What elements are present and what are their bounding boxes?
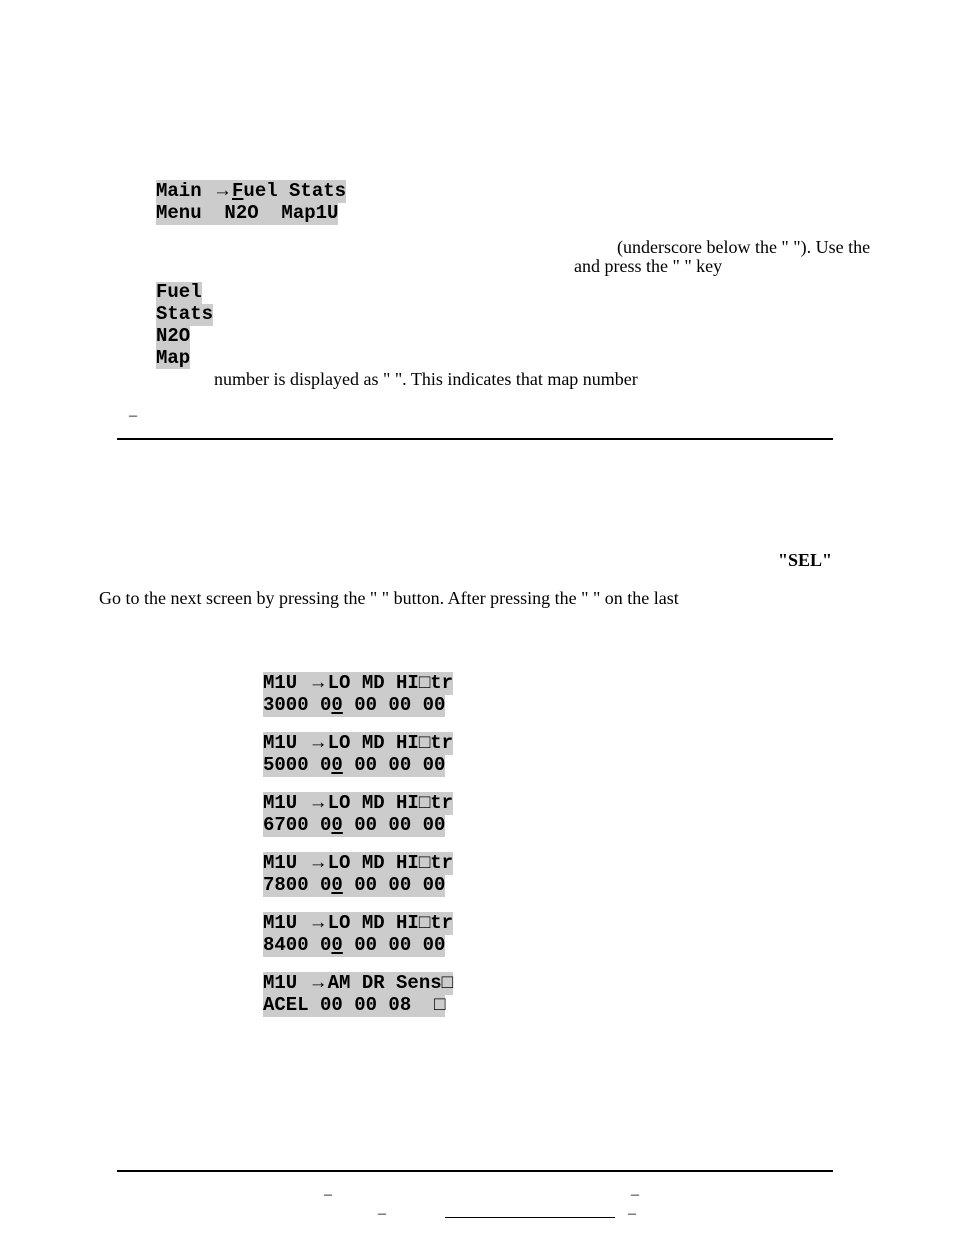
lcd-block-1: Main →Fuel Stats Menu N2O Map1U bbox=[156, 180, 346, 225]
data-table-6: M1U →AM DR Sens□ ACEL 00 00 08 □ bbox=[263, 972, 453, 1017]
table-row: M1U →LO MD HI□tr bbox=[263, 732, 453, 755]
table-row: M1U →LO MD HI□tr bbox=[263, 792, 453, 815]
lcd-block-2: Fuel Stats N2O Map bbox=[156, 282, 213, 369]
lcd1-line2: Menu N2O Map1U bbox=[156, 203, 338, 225]
footer-dash-1: – bbox=[324, 1186, 332, 1204]
page: Main →Fuel Stats Menu N2O Map1U (undersc… bbox=[0, 0, 954, 1235]
footer-dash-2: – bbox=[631, 1186, 639, 1204]
table-row: M1U →LO MD HI□tr bbox=[263, 672, 453, 695]
table-row: 5000 00 00 00 00 bbox=[263, 755, 445, 777]
footer-dash-4: – bbox=[628, 1205, 636, 1223]
table-row: 6700 00 00 00 00 bbox=[263, 815, 445, 837]
table-row: 3000 00 00 00 00 bbox=[263, 695, 445, 717]
data-table-4: M1U →LO MD HI□tr 7800 00 00 00 00 bbox=[263, 852, 453, 897]
lcd1-line1: Main →Fuel Stats bbox=[156, 180, 346, 203]
para-next-screen: Go to the next screen by pressing the " … bbox=[99, 588, 679, 609]
data-table-5: M1U →LO MD HI□tr 8400 00 00 00 00 bbox=[263, 912, 453, 957]
lcd2-line3: N2O bbox=[156, 326, 190, 348]
data-table-2: M1U →LO MD HI□tr 5000 00 00 00 00 bbox=[263, 732, 453, 777]
table-row: M1U →LO MD HI□tr bbox=[263, 852, 453, 875]
table-row: M1U →LO MD HI□tr bbox=[263, 912, 453, 935]
para-press-key: and press the " " key bbox=[574, 256, 722, 277]
table-row: M1U →AM DR Sens□ bbox=[263, 972, 453, 995]
data-table-1: M1U →LO MD HI□tr 3000 00 00 00 00 bbox=[263, 672, 453, 717]
table-row: ACEL 00 00 08 □ bbox=[263, 995, 445, 1017]
sel-label: "SEL" bbox=[778, 550, 832, 571]
lcd2-line1: Fuel bbox=[156, 282, 202, 304]
hr-bottom bbox=[117, 1170, 833, 1172]
lcd2-line2: Stats bbox=[156, 304, 213, 326]
table-row: 7800 00 00 00 00 bbox=[263, 875, 445, 897]
table-row: 8400 00 00 00 00 bbox=[263, 935, 445, 957]
footer-link[interactable] bbox=[445, 1205, 615, 1223]
footer-dash-3: – bbox=[378, 1205, 386, 1223]
lcd2-line4: Map bbox=[156, 348, 190, 370]
para-map-number: number is displayed as " ". This indicat… bbox=[214, 369, 638, 390]
para-underscore: (underscore below the " "). Use the bbox=[617, 237, 870, 258]
dash-1: – bbox=[129, 407, 137, 425]
hr-top bbox=[117, 438, 833, 440]
data-table-3: M1U →LO MD HI□tr 6700 00 00 00 00 bbox=[263, 792, 453, 837]
